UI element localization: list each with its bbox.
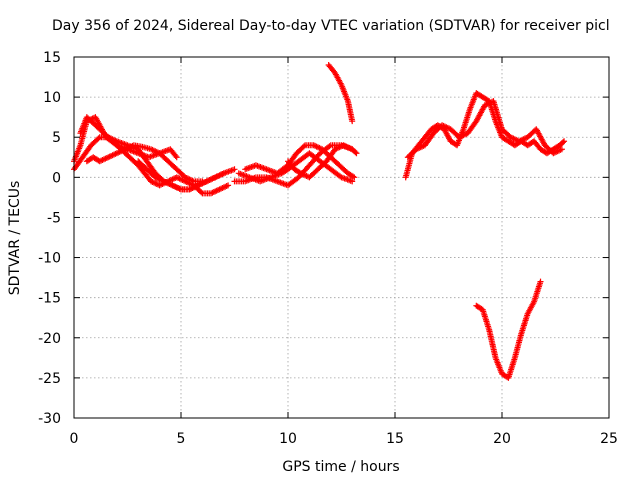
data-point bbox=[561, 138, 568, 145]
y-tick-label: 15 bbox=[43, 50, 61, 66]
data-point bbox=[559, 139, 566, 146]
series-track-10 bbox=[325, 62, 356, 125]
y-tick-labels: -30 -25 -20 -15 -10 -5 0 5 10 15 bbox=[38, 50, 61, 427]
data-point bbox=[349, 118, 356, 125]
y-tick-label: 0 bbox=[52, 170, 61, 186]
y-tick-label: -30 bbox=[38, 411, 61, 427]
data-point bbox=[353, 150, 360, 157]
y-tick-label: 5 bbox=[52, 130, 61, 146]
x-tick-label: 20 bbox=[493, 431, 511, 447]
data-point bbox=[220, 170, 227, 177]
data-point bbox=[326, 143, 333, 150]
y-axis-label: SDTVAR / TECUs bbox=[7, 181, 23, 296]
data-point bbox=[350, 173, 357, 180]
data-point bbox=[351, 174, 358, 181]
data-points bbox=[71, 62, 568, 381]
data-point bbox=[95, 135, 102, 142]
series-track-5 bbox=[135, 158, 227, 193]
data-point bbox=[352, 149, 359, 156]
series-track-12 bbox=[404, 98, 565, 161]
y-tick-label: -25 bbox=[38, 371, 61, 387]
data-point bbox=[349, 178, 356, 185]
axis-ticks bbox=[73, 56, 610, 419]
data-point bbox=[558, 146, 565, 153]
grid-lines bbox=[74, 57, 609, 418]
chart-title: Day 356 of 2024, Sidereal Day-to-day VTE… bbox=[52, 18, 610, 34]
y-tick-label: -15 bbox=[38, 291, 61, 307]
y-tick-label: -10 bbox=[38, 251, 61, 267]
plot-frame bbox=[73, 56, 610, 419]
x-axis-label: GPS time / hours bbox=[282, 459, 399, 475]
data-point bbox=[231, 166, 238, 173]
data-point bbox=[225, 182, 232, 189]
x-tick-labels: 0 5 10 15 20 25 bbox=[70, 431, 618, 447]
x-tick-label: 0 bbox=[70, 431, 79, 447]
data-point bbox=[173, 154, 180, 161]
y-tick-label: 10 bbox=[43, 90, 61, 106]
x-tick-label: 10 bbox=[279, 431, 297, 447]
series-track-9 bbox=[285, 142, 360, 181]
y-tick-label: -20 bbox=[38, 331, 61, 347]
data-point bbox=[172, 152, 179, 159]
x-tick-label: 15 bbox=[386, 431, 404, 447]
data-point bbox=[300, 143, 307, 150]
data-point bbox=[198, 189, 205, 196]
x-tick-label: 5 bbox=[177, 431, 186, 447]
series-track-13 bbox=[473, 278, 544, 381]
x-tick-label: 25 bbox=[600, 431, 618, 447]
series-track-4 bbox=[83, 142, 206, 185]
y-tick-label: -5 bbox=[47, 210, 61, 226]
data-point bbox=[537, 278, 544, 285]
